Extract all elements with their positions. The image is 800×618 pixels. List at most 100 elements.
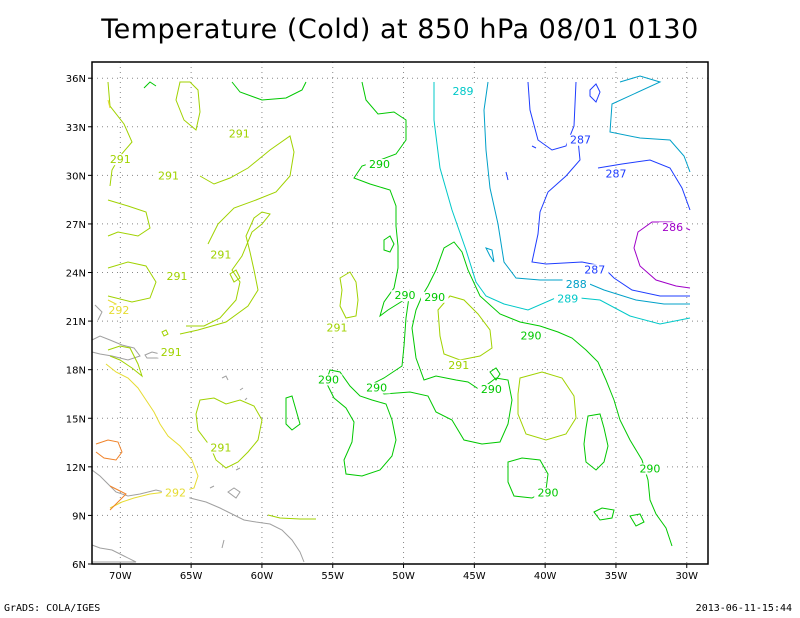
lat-tick-label: 33N <box>66 123 86 134</box>
lat-tick-label: 21N <box>66 317 86 328</box>
contour-label: 291 <box>161 346 182 359</box>
contour-291-north <box>175 81 201 131</box>
contour-291-g <box>437 295 493 361</box>
contour-291-d <box>107 261 157 303</box>
lon-tick-label: 50W <box>392 571 415 582</box>
contour-label: 290 <box>520 330 541 343</box>
contour-label: 291 <box>110 153 131 166</box>
contour-label-bg <box>105 304 133 316</box>
contour-label-bg <box>562 278 591 290</box>
longitude-ticks: 70W 65W 60W 55W 50W 45W 40W 35W 30W <box>109 564 698 582</box>
contour-label-bg <box>554 293 582 305</box>
contour-label: 290 <box>318 373 339 386</box>
lat-tick-label: 30N <box>66 171 86 182</box>
contour-287-small <box>505 145 537 181</box>
contour-label: 291 <box>326 322 347 335</box>
contour-label-bg <box>445 359 473 371</box>
coast-caribbean-east <box>94 304 103 321</box>
contour-label: 290 <box>537 487 558 500</box>
coast-trinidad <box>227 487 241 499</box>
plot-frame <box>91 61 709 565</box>
contour-287-east <box>597 159 691 211</box>
contour-290-west <box>325 369 397 477</box>
lat-tick-label: 15N <box>66 414 86 425</box>
contour-291-l <box>267 514 316 520</box>
contour-label: 290 <box>639 462 660 475</box>
contour-label-bg <box>566 134 595 146</box>
contour-label-bg <box>154 170 183 182</box>
coastlines <box>91 304 305 563</box>
contour-290-small <box>285 235 395 431</box>
lat-tick-label: 18N <box>66 366 86 377</box>
contour-label-bg <box>323 322 351 334</box>
coast-hispaniola <box>91 335 141 361</box>
contour-label: 286 <box>662 221 683 234</box>
lat-tick-label: 27N <box>66 220 86 231</box>
contour-label-bg <box>161 487 190 499</box>
contour-label-bg <box>636 463 664 475</box>
lon-tick-label: 60W <box>251 571 274 582</box>
lon-tick-label: 55W <box>321 571 344 582</box>
contour-label-bg <box>157 346 186 358</box>
lat-tick-label: 36N <box>66 74 86 85</box>
contour-292-c <box>105 363 199 509</box>
coast-south-america <box>91 544 137 563</box>
contour-label-bg <box>225 128 254 140</box>
contour-label: 291 <box>158 169 179 182</box>
contour-label: 287 <box>570 134 591 147</box>
lon-tick-label: 70W <box>109 571 132 582</box>
contour-label-bg <box>517 330 545 342</box>
footer-credit: GrADS: COLA/IGES <box>4 603 101 614</box>
contour-label: 292 <box>165 487 186 500</box>
lon-tick-label: 40W <box>534 571 557 582</box>
contour-label-bg <box>658 222 687 234</box>
contour-286 <box>633 221 691 289</box>
contour-label: 291 <box>210 249 231 262</box>
contour-label: 290 <box>481 383 502 396</box>
lon-tick-label: 65W <box>180 571 203 582</box>
contour-289 <box>433 82 691 325</box>
contour-292-a <box>107 99 111 109</box>
lat-tick-label: 12N <box>66 463 86 474</box>
contour-label: 292 <box>108 304 129 317</box>
contour-291-h <box>517 371 577 441</box>
contour-290-oval-c <box>593 507 615 521</box>
contour-288-east <box>609 75 691 173</box>
contour-290-oval-d <box>489 367 501 381</box>
contour-label-bg <box>207 442 235 454</box>
contour-290-oval-b <box>583 413 609 471</box>
lat-tick-label: 9N <box>72 511 86 522</box>
contour-label: 290 <box>369 158 390 171</box>
coast-islands-small <box>221 375 248 471</box>
contour-label: 290 <box>424 291 445 304</box>
map-title: Temperature (Cold) at 850 hPa 08/01 0130 <box>101 14 699 45</box>
contour-290-oval-e <box>629 513 645 527</box>
contour-label: 287 <box>584 263 605 276</box>
contour-label-bg <box>534 487 562 499</box>
contour-291-b <box>199 135 295 245</box>
contour-label-bg <box>362 382 391 394</box>
lat-tick-label: 24N <box>66 269 86 280</box>
contour-label-bg <box>163 270 191 282</box>
contour-label-bg <box>602 168 630 180</box>
contour-label: 291 <box>229 127 250 140</box>
contour-290-north <box>231 81 307 101</box>
contour-287-main <box>531 139 690 297</box>
contour-287-north <box>527 81 577 151</box>
contour-293 <box>95 439 127 511</box>
coast-venezuela <box>91 469 305 563</box>
contour-label-bg <box>314 374 343 386</box>
contour-291-f <box>339 271 359 319</box>
contour-288 <box>483 81 690 305</box>
contour-291-j <box>107 345 144 378</box>
latitude-ticks: 6N 9N 12N 15N 18N 21N 24N 27N 30N 33N 36N <box>66 74 92 571</box>
contour-288-small <box>485 247 495 263</box>
contour-lines <box>95 75 691 547</box>
lon-tick-label: 35W <box>605 571 628 582</box>
lon-tick-label: 30W <box>675 571 698 582</box>
lat-tick-label: 6N <box>72 560 86 571</box>
contour-290-arc <box>143 81 157 89</box>
contour-label: 290 <box>394 289 415 302</box>
